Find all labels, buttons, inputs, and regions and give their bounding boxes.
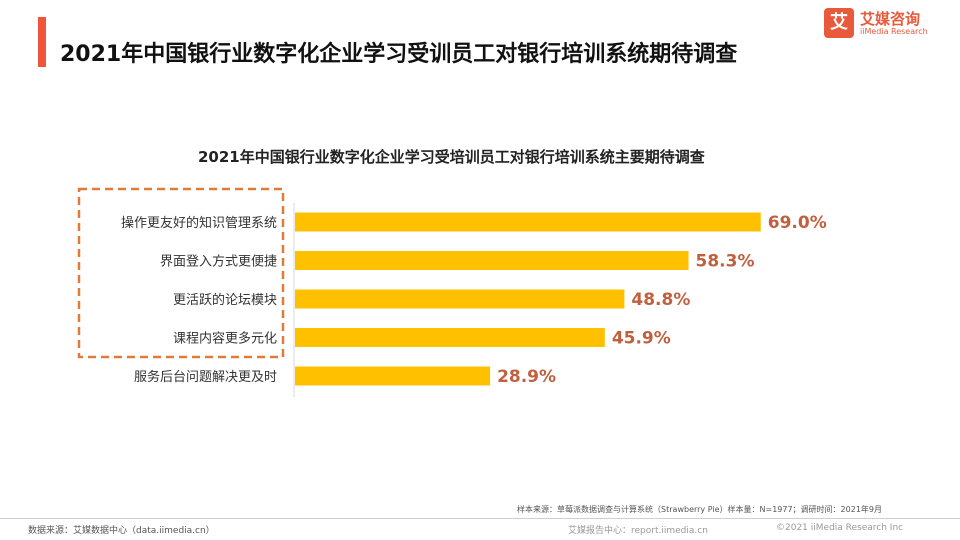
bar: [295, 289, 625, 309]
category-label: 界面登入方式更便捷: [160, 254, 277, 270]
category-label: 课程内容更多元化: [173, 331, 277, 347]
value-label: 58.3%: [696, 252, 755, 272]
title-accent-bar: [38, 17, 46, 67]
category-label: 服务后台问题解决更及时: [134, 369, 277, 385]
chart-title: 2021年中国银行业数字化企业学习受培训员工对银行培训系统主要期待调查: [198, 148, 705, 166]
bar: [295, 212, 761, 232]
bar: [295, 328, 605, 347]
value-label: 48.8%: [631, 290, 690, 310]
bar: [295, 251, 689, 270]
iimedia-logo: 艾 艾媒咨询 iiMedia Research: [824, 8, 936, 40]
logo-text-cn: 艾媒咨询: [860, 10, 921, 28]
value-label: 45.9%: [612, 329, 671, 349]
footer-copyright: ©2021 iiMedia Research Inc: [776, 523, 904, 533]
logo-text-en: iiMedia Research: [860, 27, 928, 36]
value-label: 28.9%: [497, 367, 556, 387]
value-label: 69.0%: [768, 213, 827, 233]
category-label: 操作更友好的知识管理系统: [121, 215, 277, 231]
footer-divider: [0, 518, 960, 519]
bar: [295, 366, 491, 386]
sample-note: 样本来源：草莓派数据调查与计算系统（Strawberry Pie）样本量：N=1…: [517, 505, 882, 514]
footer-report-center: 艾媒报告中心：report.iimedia.cn: [568, 526, 708, 536]
footer-source: 数据来源：艾媒数据中心（data.iimedia.cn）: [28, 526, 215, 536]
page-title: 2021年中国银行业数字化企业学习受训员工对银行培训系统期待调查: [60, 42, 738, 67]
logo-badge-icon: 艾: [824, 8, 854, 38]
highlight-box: [77, 187, 285, 359]
category-label: 更活跃的论坛模块: [173, 292, 277, 308]
